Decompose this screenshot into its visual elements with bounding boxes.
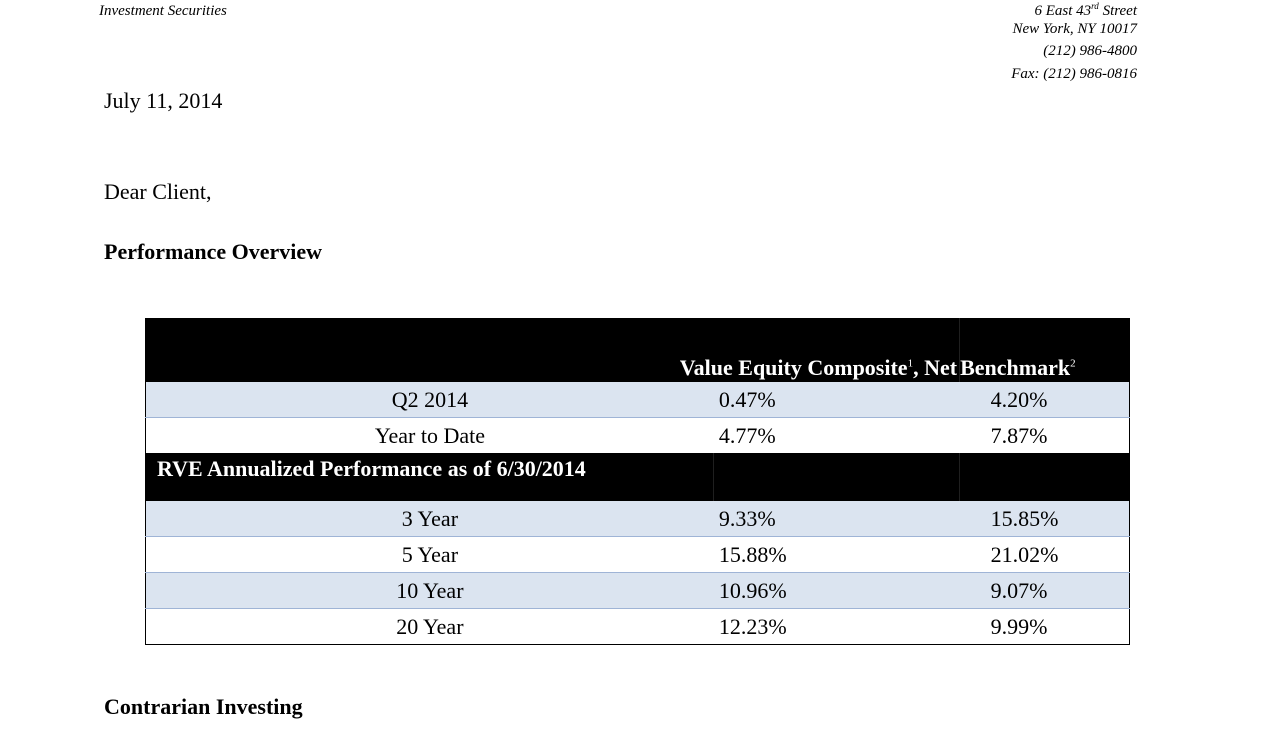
annualized-header-blank	[713, 453, 960, 501]
address-street-rest: Street	[1098, 3, 1137, 19]
composite-cell: 15.88%	[713, 536, 960, 573]
address-street-ordinal: rd	[1091, 1, 1099, 11]
composite-cell: 0.47%	[713, 382, 960, 418]
phone-number: (212) 986-4800	[1043, 43, 1137, 59]
fax-number: Fax: (212) 986-0816	[1011, 66, 1137, 82]
benchmark-cell: 21.02%	[959, 536, 1130, 573]
period-cell: 3 Year	[145, 501, 714, 537]
annualized-header-row: RVE Annualized Performance as of 6/30/20…	[145, 453, 1130, 501]
letter-date: July 11, 2014	[104, 88, 223, 113]
composite-header-label: Value Equity Composite	[679, 355, 908, 380]
performance-overview-heading: Performance Overview	[104, 239, 323, 264]
period-cell: 5 Year	[145, 536, 714, 573]
address-city: New York, NY 10017	[1012, 21, 1137, 37]
composite-column-header: Value Equity Composite1, Net	[145, 318, 960, 382]
composite-cell: 10.96%	[713, 572, 960, 609]
address-street-prefix: 6 East 43	[1034, 3, 1092, 19]
contrarian-investing-heading: Contrarian Investing	[104, 694, 303, 719]
benchmark-header-label: Benchmark	[960, 355, 1071, 380]
period-cell: Q2 2014	[145, 382, 714, 418]
period-cell: 10 Year	[145, 572, 714, 609]
benchmark-cell: 9.07%	[959, 572, 1130, 609]
firm-address-block: 6 East 43rd Street New York, NY 10017 (2…	[1011, 2, 1137, 83]
table-row: 5 Year 15.88% 21.02%	[145, 536, 1130, 573]
composite-footnote: 1	[907, 357, 914, 370]
benchmark-column-header: Benchmark2	[959, 318, 1130, 382]
benchmark-cell: 9.99%	[959, 608, 1130, 645]
table-row: Q2 2014 0.47% 4.20%	[145, 382, 1130, 418]
table-row: Year to Date 4.77% 7.87%	[145, 417, 1130, 453]
firm-name: Investment Securities	[99, 3, 227, 19]
benchmark-cell: 15.85%	[959, 501, 1130, 537]
table-row: 10 Year 10.96% 9.07%	[145, 572, 1130, 609]
composite-cell: 12.23%	[713, 608, 960, 645]
table-row: 3 Year 9.33% 15.85%	[145, 501, 1130, 537]
benchmark-cell: 4.20%	[959, 382, 1130, 418]
period-cell: 20 Year	[145, 608, 714, 645]
benchmark-footnote: 2	[1070, 357, 1076, 370]
address-street: 6 East 43rd Street	[1011, 2, 1137, 20]
salutation: Dear Client,	[104, 179, 212, 204]
table-header-row: Value Equity Composite1, Net Benchmark2	[145, 318, 1130, 382]
period-cell: Year to Date	[145, 417, 714, 453]
annualized-heading: RVE Annualized Performance as of 6/30/20…	[145, 453, 714, 501]
annualized-header-blank	[959, 453, 1130, 501]
performance-table: Value Equity Composite1, Net Benchmark2 …	[145, 318, 1130, 645]
composite-header-suffix: , Net	[913, 355, 958, 380]
benchmark-cell: 7.87%	[959, 417, 1130, 453]
table-row: 20 Year 12.23% 9.99%	[145, 608, 1130, 645]
composite-cell: 9.33%	[713, 501, 960, 537]
composite-cell: 4.77%	[713, 417, 960, 453]
